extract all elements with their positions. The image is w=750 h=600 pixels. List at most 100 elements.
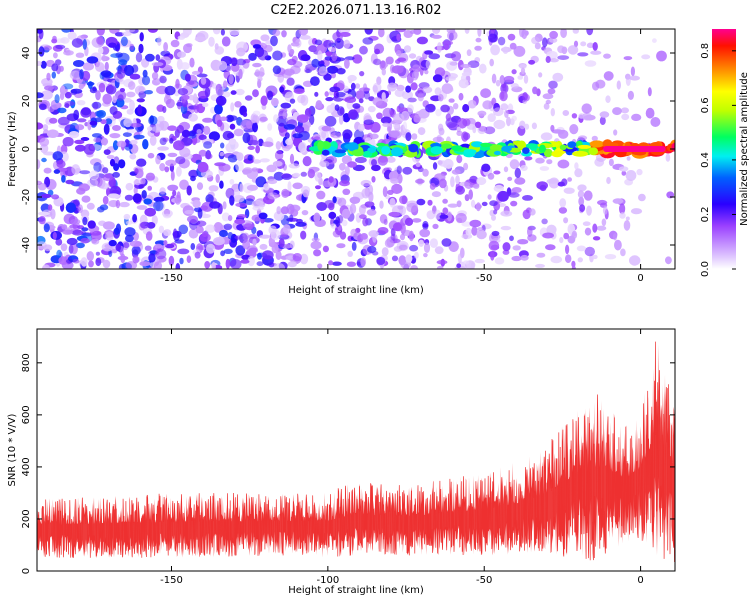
heatmap-cell [81,107,91,116]
heatmap-cell [267,123,273,131]
heatmap-cell [80,237,90,244]
heatmap-cell [190,243,196,250]
heatmap-signal-cell [408,143,419,153]
snr-y-tick-label: 200 [21,509,32,528]
heatmap-cell [72,258,80,264]
heatmap-cell [414,251,419,259]
heatmap-cell [73,109,80,121]
heatmap-cell [522,209,531,220]
heatmap-cell [388,211,401,217]
heatmap-signal-cell [525,143,539,149]
heatmap-cell [61,29,72,33]
heatmap-cell [470,199,476,208]
heatmap-cell [236,214,248,219]
heatmap-cell [408,230,414,242]
heatmap-cell [38,211,50,216]
heatmap-cell [211,261,216,269]
heatmap-cell [213,237,225,246]
heatmap-cell [311,237,320,242]
heatmap-cell [539,166,550,171]
heatmap-cell [99,204,109,211]
heatmap-cell [407,104,414,113]
heatmap-cell [404,217,414,226]
heatmap-cell [220,142,225,149]
heatmap-cell [367,245,377,254]
heatmap-cell [665,256,672,265]
heatmap-cell [144,90,154,95]
heatmap-cell [99,66,105,72]
heatmap-cell [405,254,413,263]
heatmap-cell [176,99,182,110]
heatmap-cell [211,83,217,89]
heatmap-cell [520,254,529,261]
heatmap-cell [563,217,569,224]
heatmap-cell [37,180,43,186]
heatmap-cell [147,185,152,191]
heatmap-cell [91,133,102,138]
snr-x-tick-label: -150 [160,575,183,586]
heatmap-cell [490,29,496,35]
heatmap-cell [176,125,184,134]
heatmap-cell [392,222,403,232]
heatmap-cell [500,103,509,111]
heatmap-cell [69,224,79,229]
heatmap-cell [242,112,248,117]
heatmap-cell [37,61,42,66]
heatmap-cell [221,36,231,47]
heatmap-cell [463,260,470,265]
snr-x-tick-label: -100 [317,575,340,586]
heatmap-cell [103,149,111,156]
heatmap-cell [268,225,278,235]
heatmap-cell [522,92,528,101]
heatmap-cell [235,245,246,256]
heatmap-cell [592,254,598,260]
heatmap-cell [367,105,376,113]
heatmap-cell [178,224,189,235]
heatmap-cell [43,151,55,156]
heatmap-cell [550,124,555,132]
heatmap-cell [51,63,59,72]
heatmap-cell [330,132,342,139]
heatmap-cell [378,29,385,38]
heatmap-cell [205,224,216,233]
heatmap-signal-cell [321,149,330,156]
heatmap-cell [91,238,100,245]
heatmap-cell [288,163,300,169]
heatmap-cell [96,29,105,36]
heatmap-cell [395,50,402,57]
heatmap-cell [121,31,132,37]
heatmap-cell [602,206,608,215]
heatmap-cell [70,218,81,225]
heatmap-signal-cell [543,148,553,158]
heatmap-cell [236,58,246,66]
heatmap-cell [70,88,83,94]
heatmap-cell [233,128,244,137]
heatmap-cell [463,132,471,140]
heatmap-cell [582,112,592,121]
heatmap-cell [347,74,357,82]
heatmap-cell [546,178,559,184]
heatmap-cell [98,47,104,55]
heatmap-cell [402,166,413,175]
heatmap-cell [192,123,205,134]
heatmap-cell [349,196,361,204]
heatmap-cell [441,238,452,247]
heatmap-cell [363,119,375,125]
heatmap-cell [145,172,155,181]
heatmap-cell [325,51,333,57]
heatmap-cell [316,190,326,200]
heatmap-cell [479,63,487,74]
heatmap-cell [158,225,165,234]
heatmap-cell [582,221,591,226]
heatmap-signal-cell [501,145,512,152]
heatmap-cell [125,182,134,191]
heatmap-cell [368,191,374,203]
heatmap-x-tick-label: -100 [317,273,340,284]
heatmap-cell [542,232,554,239]
heatmap-cell [488,33,497,43]
heatmap-cell [76,100,86,106]
heatmap-cell [129,153,137,160]
heatmap-cell [159,163,166,172]
heatmap-cell [272,29,281,37]
heatmap-cell [403,45,412,53]
